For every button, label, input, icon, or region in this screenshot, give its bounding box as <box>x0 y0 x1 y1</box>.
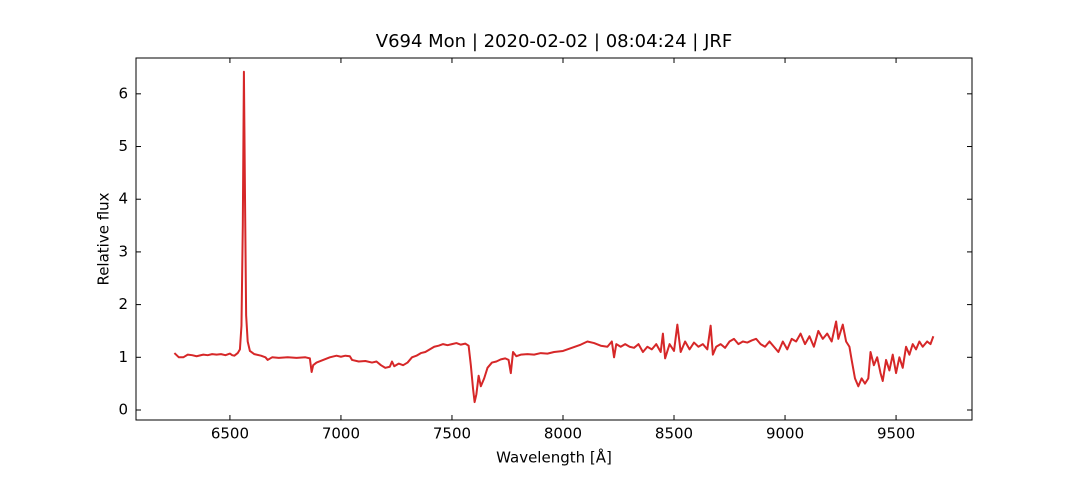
y-tick-label: 3 <box>118 242 128 260</box>
x-tick-label: 7500 <box>433 425 471 443</box>
y-axis-label: Relative flux <box>95 192 113 285</box>
x-tick-label: 6500 <box>211 425 249 443</box>
x-tick-label: 7000 <box>322 425 360 443</box>
x-tick-label: 9000 <box>766 425 804 443</box>
y-tick-label: 1 <box>118 348 128 366</box>
x-tick-label: 8000 <box>544 425 582 443</box>
x-axis-label: Wavelength [Å] <box>496 448 612 467</box>
y-tick-label: 0 <box>118 400 128 418</box>
y-tick-label: 2 <box>118 295 128 313</box>
y-tick-label: 4 <box>118 190 128 208</box>
x-tick-label: 9500 <box>877 425 915 443</box>
x-tick-label: 8500 <box>655 425 693 443</box>
spectrum-line <box>173 70 935 404</box>
y-tick-label: 5 <box>118 137 128 155</box>
chart-title: V694 Mon | 2020-02-02 | 08:04:24 | JRF <box>376 31 732 52</box>
y-tick-label: 6 <box>118 84 128 102</box>
plot-frame <box>135 57 973 421</box>
